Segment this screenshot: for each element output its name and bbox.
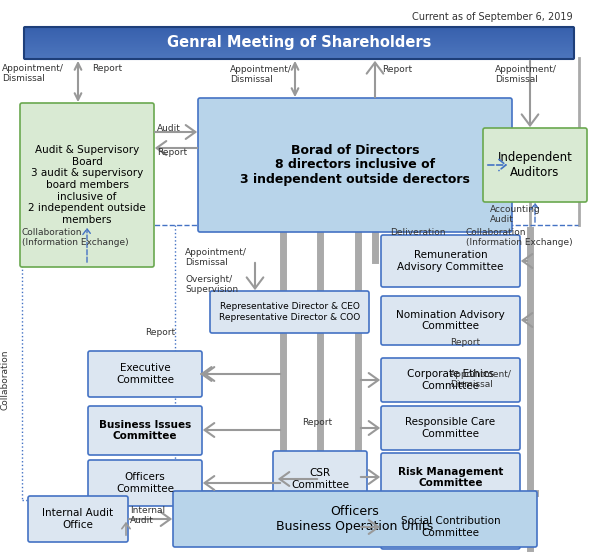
Text: Risk Management
Committee: Risk Management Committee <box>398 467 503 489</box>
FancyBboxPatch shape <box>381 358 520 402</box>
FancyBboxPatch shape <box>381 235 520 287</box>
FancyBboxPatch shape <box>25 47 573 48</box>
Text: Accounting
Audit: Accounting Audit <box>490 205 541 224</box>
Text: Report: Report <box>145 328 175 337</box>
Text: Collaboration
(Information Exchange): Collaboration (Information Exchange) <box>466 228 572 248</box>
FancyBboxPatch shape <box>25 33 573 34</box>
Text: Report: Report <box>92 64 122 73</box>
FancyBboxPatch shape <box>381 296 520 345</box>
Text: Audit & Supervisory
Board
3 audit & supervisory
board members
inclusive of
2 ind: Audit & Supervisory Board 3 audit & supe… <box>28 145 146 225</box>
FancyBboxPatch shape <box>88 351 202 397</box>
FancyBboxPatch shape <box>25 56 573 57</box>
FancyBboxPatch shape <box>25 43 573 44</box>
FancyBboxPatch shape <box>381 505 520 549</box>
Text: Borad of Directors
8 directors inclusive of
3 independent outside derectors: Borad of Directors 8 directors inclusive… <box>240 144 470 187</box>
FancyBboxPatch shape <box>25 30 573 31</box>
FancyBboxPatch shape <box>25 35 573 36</box>
Text: Nomination Advisory
Committee: Nomination Advisory Committee <box>396 310 505 331</box>
FancyBboxPatch shape <box>210 291 369 333</box>
FancyBboxPatch shape <box>25 37 573 38</box>
FancyBboxPatch shape <box>25 52 573 53</box>
FancyBboxPatch shape <box>25 32 573 33</box>
FancyBboxPatch shape <box>25 34 573 35</box>
FancyBboxPatch shape <box>25 38 573 39</box>
FancyBboxPatch shape <box>25 42 573 43</box>
Text: Corporate Ethics
Committee: Corporate Ethics Committee <box>407 369 494 391</box>
Text: Executive
Committee: Executive Committee <box>116 363 174 385</box>
FancyBboxPatch shape <box>173 491 537 547</box>
Text: Appointment/
Dismissal: Appointment/ Dismissal <box>2 64 64 83</box>
Text: Independent
Auditors: Independent Auditors <box>497 151 572 179</box>
Text: Internal
Audit: Internal Audit <box>130 506 165 525</box>
FancyBboxPatch shape <box>88 460 202 506</box>
Text: Report: Report <box>382 65 412 74</box>
FancyBboxPatch shape <box>483 128 587 202</box>
FancyBboxPatch shape <box>25 40 573 41</box>
Text: Representative Director & CEO
Representative Director & COO: Representative Director & CEO Representa… <box>219 302 360 321</box>
FancyBboxPatch shape <box>25 49 573 50</box>
Text: Officers
Business Operation Units: Officers Business Operation Units <box>277 505 434 533</box>
Text: Genral Meeting of Shareholders: Genral Meeting of Shareholders <box>167 36 431 50</box>
FancyBboxPatch shape <box>25 57 573 58</box>
FancyBboxPatch shape <box>25 51 573 52</box>
Text: Report: Report <box>450 338 480 347</box>
Text: Deliveration: Deliveration <box>390 228 445 237</box>
Text: Internal Audit
Office: Internal Audit Office <box>43 508 113 530</box>
Text: Current as of September 6, 2019: Current as of September 6, 2019 <box>412 12 573 22</box>
Text: Appointment/
Dismissal: Appointment/ Dismissal <box>185 248 247 267</box>
Text: Report: Report <box>302 418 332 427</box>
Text: Appointment/
Dismissal: Appointment/ Dismissal <box>450 370 512 390</box>
Text: CSR
Committee: CSR Committee <box>291 468 349 490</box>
FancyBboxPatch shape <box>381 453 520 502</box>
Text: Collaboration
(Information Exchange): Collaboration (Information Exchange) <box>22 228 128 248</box>
Text: Appointment/
Dismissal: Appointment/ Dismissal <box>495 65 557 84</box>
FancyBboxPatch shape <box>25 50 573 51</box>
FancyBboxPatch shape <box>28 496 128 542</box>
FancyBboxPatch shape <box>25 39 573 40</box>
Text: Remuneration
Advisory Committee: Remuneration Advisory Committee <box>397 250 503 272</box>
FancyBboxPatch shape <box>198 98 512 232</box>
FancyBboxPatch shape <box>25 44 573 45</box>
Text: Collaboration: Collaboration <box>1 350 10 410</box>
Text: Social Contribution
Committee: Social Contribution Committee <box>401 516 500 538</box>
FancyBboxPatch shape <box>25 53 573 54</box>
Text: Business Issues
Committee: Business Issues Committee <box>99 420 191 441</box>
FancyBboxPatch shape <box>20 103 154 267</box>
FancyBboxPatch shape <box>381 406 520 450</box>
FancyBboxPatch shape <box>25 29 573 30</box>
FancyBboxPatch shape <box>25 45 573 46</box>
FancyBboxPatch shape <box>25 55 573 56</box>
Text: Audit: Audit <box>157 124 181 133</box>
FancyBboxPatch shape <box>25 54 573 55</box>
FancyBboxPatch shape <box>273 451 367 507</box>
FancyBboxPatch shape <box>25 48 573 49</box>
FancyBboxPatch shape <box>25 28 573 29</box>
FancyBboxPatch shape <box>25 36 573 37</box>
FancyBboxPatch shape <box>88 406 202 455</box>
FancyBboxPatch shape <box>25 46 573 47</box>
Text: Report: Report <box>157 148 187 157</box>
Text: Appointment/
Dismissal: Appointment/ Dismissal <box>230 65 292 84</box>
Text: Oversight/
Supervision: Oversight/ Supervision <box>185 275 238 295</box>
Text: Officers
Committee: Officers Committee <box>116 472 174 494</box>
FancyBboxPatch shape <box>25 41 573 42</box>
FancyBboxPatch shape <box>25 31 573 32</box>
Text: Responsible Care
Committee: Responsible Care Committee <box>406 417 496 439</box>
